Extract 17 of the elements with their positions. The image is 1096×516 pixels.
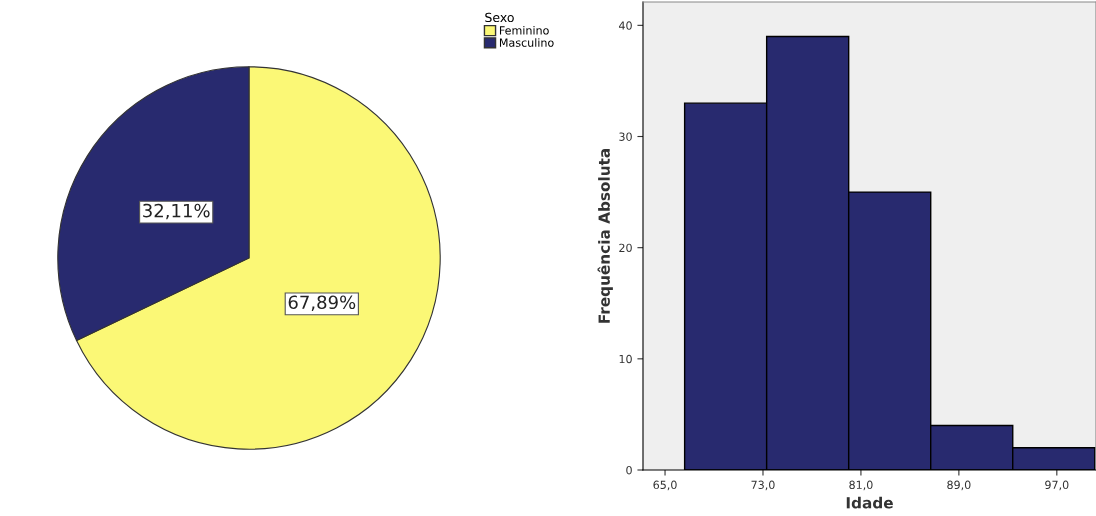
data-label: 32,11% xyxy=(143,203,210,220)
y-tick-label: 20 xyxy=(619,243,632,253)
y-tick-label: 0 xyxy=(626,465,632,475)
x-axis-title: Idade xyxy=(846,496,893,509)
x-tick-label: 65,0 xyxy=(653,480,677,491)
x-tick-label: 97,0 xyxy=(1045,480,1069,491)
legend-label: Masculino xyxy=(499,38,554,47)
legend-title: Sexo xyxy=(485,12,514,23)
y-tick-label: 10 xyxy=(619,354,632,364)
y-axis-title: Frequência Absoluta xyxy=(597,149,613,323)
x-tick-label: 73,0 xyxy=(751,480,775,491)
x-tick-label: 81,0 xyxy=(849,480,873,491)
y-tick-label: 40 xyxy=(618,21,632,30)
x-tick-label: 89,0 xyxy=(947,480,971,491)
y-tick-label: 30 xyxy=(619,132,632,141)
legend-label: Feminino xyxy=(499,25,549,35)
data-label: 67,89% xyxy=(288,295,356,311)
